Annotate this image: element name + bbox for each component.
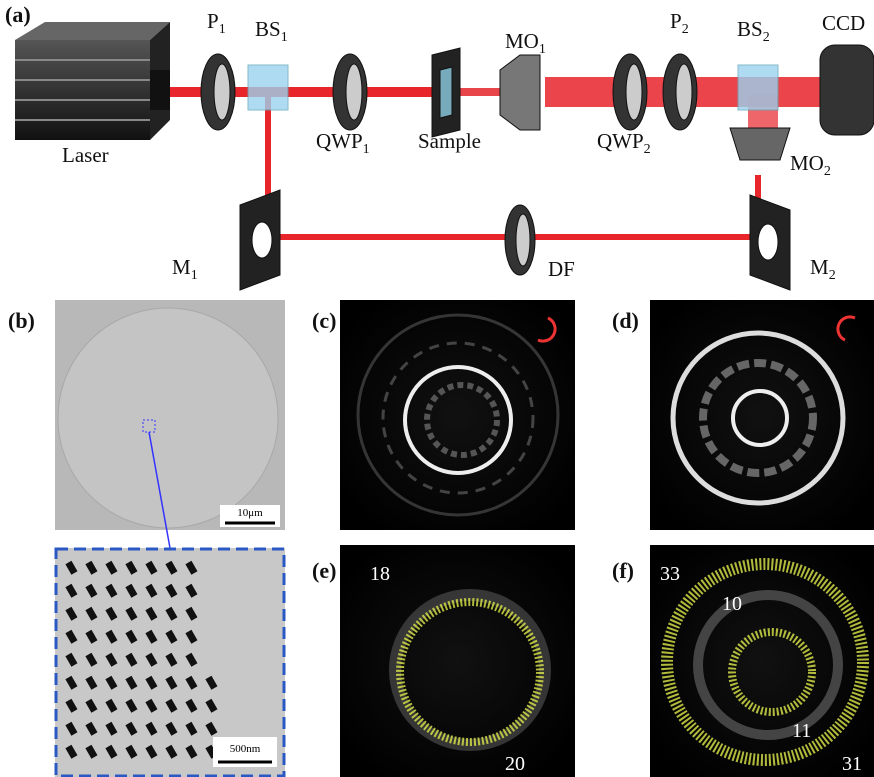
ring-number: 33 bbox=[660, 563, 680, 585]
panel-label: (f) bbox=[612, 558, 634, 583]
metasurface bbox=[58, 308, 278, 528]
panel-label: (b) bbox=[8, 308, 35, 333]
ring-number: 20 bbox=[505, 753, 525, 775]
scale-label: 500nm bbox=[230, 743, 261, 755]
setup bbox=[15, 22, 874, 290]
label: P2 bbox=[670, 9, 689, 37]
panel-label: (d) bbox=[612, 308, 639, 333]
optics bbox=[201, 45, 874, 290]
panel-label: (e) bbox=[312, 558, 336, 583]
intensity-images bbox=[340, 300, 874, 777]
panel-label: (c) bbox=[312, 308, 336, 333]
label: MO2 bbox=[790, 151, 831, 179]
ring-number: 11 bbox=[792, 720, 811, 742]
label: QWP2 bbox=[597, 129, 651, 157]
label: BS2 bbox=[737, 17, 770, 45]
ring-number: 31 bbox=[842, 753, 862, 775]
panel-label: (a) bbox=[5, 2, 31, 27]
ring-number: 10 bbox=[722, 593, 742, 615]
label: MO1 bbox=[505, 29, 546, 57]
label: M2 bbox=[810, 255, 836, 283]
figure: (a) P1 BS1 CCD MO1 P2 BS2 Laser QWP1 Sam… bbox=[0, 0, 874, 777]
label: QWP1 bbox=[316, 129, 370, 157]
label: CCD bbox=[822, 11, 865, 35]
label: BS1 bbox=[255, 17, 288, 45]
label: M1 bbox=[172, 255, 198, 283]
ring-number: 18 bbox=[370, 563, 390, 585]
laser bbox=[15, 22, 170, 140]
label: Sample bbox=[418, 129, 481, 153]
label: DF bbox=[548, 257, 575, 281]
label: Laser bbox=[62, 143, 109, 167]
label: P1 bbox=[207, 9, 226, 37]
scale-label: 10μm bbox=[237, 507, 263, 519]
